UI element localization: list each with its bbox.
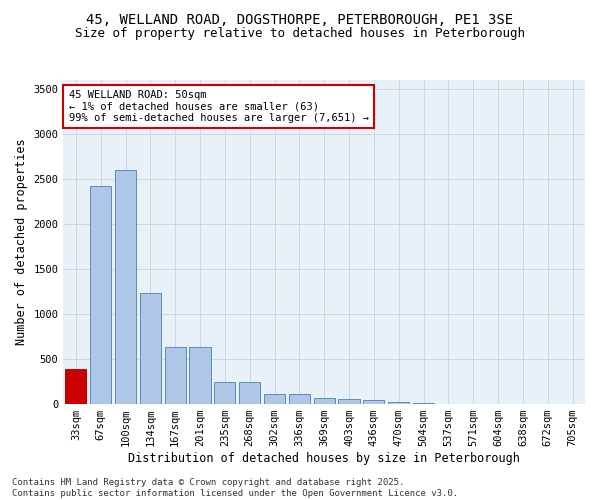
Text: 45 WELLAND ROAD: 50sqm
← 1% of detached houses are smaller (63)
99% of semi-deta: 45 WELLAND ROAD: 50sqm ← 1% of detached …	[68, 90, 368, 123]
Bar	[289, 394, 310, 404]
Bar	[164, 348, 186, 404]
Bar	[338, 399, 359, 404]
Bar	[90, 186, 111, 404]
Bar	[115, 170, 136, 404]
Bar	[214, 382, 235, 404]
Bar	[264, 394, 285, 404]
Y-axis label: Number of detached properties: Number of detached properties	[15, 138, 28, 346]
Bar	[239, 382, 260, 404]
Bar	[140, 294, 161, 404]
Bar	[314, 398, 335, 404]
Text: Contains HM Land Registry data © Crown copyright and database right 2025.
Contai: Contains HM Land Registry data © Crown c…	[12, 478, 458, 498]
X-axis label: Distribution of detached houses by size in Peterborough: Distribution of detached houses by size …	[128, 452, 520, 465]
Text: 45, WELLAND ROAD, DOGSTHORPE, PETERBOROUGH, PE1 3SE: 45, WELLAND ROAD, DOGSTHORPE, PETERBOROU…	[86, 12, 514, 26]
Bar	[364, 400, 385, 404]
Bar	[65, 369, 86, 404]
Text: Size of property relative to detached houses in Peterborough: Size of property relative to detached ho…	[75, 28, 525, 40]
Bar	[413, 403, 434, 404]
Bar	[190, 348, 211, 404]
Bar	[388, 402, 409, 404]
